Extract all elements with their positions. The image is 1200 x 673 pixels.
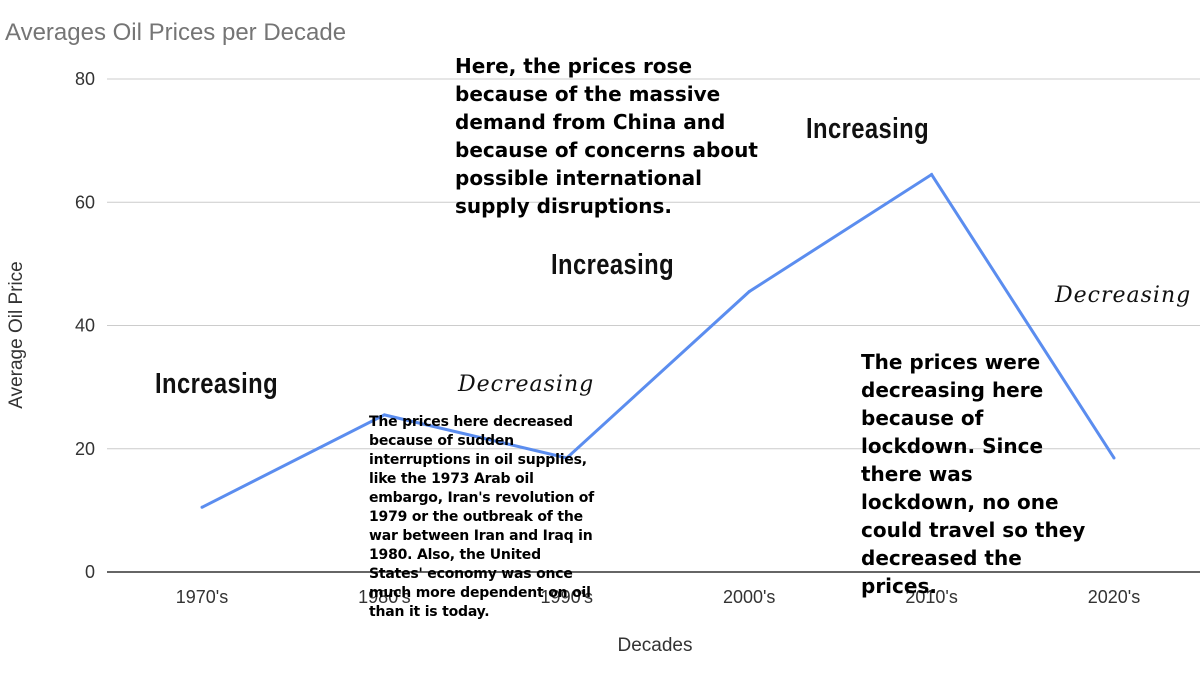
chart-title: Averages Oil Prices per Decade [5, 19, 346, 46]
x-tick-label: 1980's [358, 587, 410, 607]
china-demand-note: Here, the prices rose because of the mas… [455, 54, 758, 218]
gridlines [107, 78, 1200, 573]
y-tick-label: 60 [75, 192, 95, 212]
data-point [747, 290, 751, 294]
y-tick-label: 20 [75, 439, 95, 459]
data-point [200, 505, 204, 509]
data-point [565, 456, 569, 460]
x-tick-label: 2020's [1088, 587, 1140, 607]
x-tick-label: 1990's [541, 587, 593, 607]
y-tick-label: 0 [85, 562, 95, 582]
x-tick-label: 2000's [723, 587, 775, 607]
series-layer [200, 172, 1116, 509]
data-point [930, 173, 934, 177]
supply-interruptions-note: The prices here decreased because of sud… [369, 414, 595, 620]
y-tick-label: 40 [75, 316, 95, 336]
decreasing-label-1980s: Decreasing [458, 372, 595, 397]
x-axis-label: Decades [618, 635, 693, 656]
y-axis-ticks: 0 20 40 60 80 [75, 69, 95, 582]
increasing-label-1990s: Increasing [551, 249, 675, 281]
increasing-label-1970s: Increasing [155, 368, 279, 400]
x-tick-label: 1970's [176, 587, 228, 607]
series-line [201, 172, 1116, 509]
x-tick-label: 2010's [905, 587, 957, 607]
lockdown-note: The prices were decreasing here because … [861, 350, 1086, 598]
data-point [382, 413, 386, 417]
y-tick-label: 80 [75, 69, 95, 89]
data-point [1112, 456, 1116, 460]
increasing-label-2000s: Increasing [806, 113, 930, 145]
x-axis-ticks: 1970's 1980's 1990's 2000's 2010's 2020's [176, 587, 1140, 607]
decreasing-label-2010s: Decreasing [1055, 283, 1192, 308]
y-axis-label: Average Oil Price [6, 261, 27, 409]
